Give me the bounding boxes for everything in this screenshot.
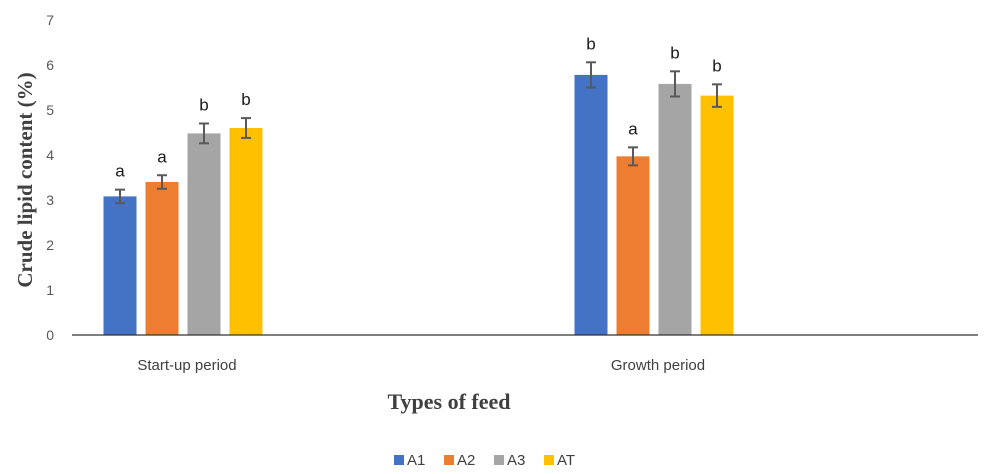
y-axis-title: Crude lipid content (%): [13, 72, 37, 287]
bar-a2: [145, 182, 179, 335]
error-bar: [241, 117, 251, 139]
legend-swatch: [494, 455, 504, 465]
legend-swatch: [444, 455, 454, 465]
x-axis-title: Types of feed: [387, 389, 510, 414]
y-tick-label: 6: [46, 57, 54, 73]
significance-letter: b: [586, 34, 595, 53]
legend-label: A1: [407, 452, 425, 469]
y-tick-label: 3: [46, 192, 54, 208]
legend-item-a3: A3: [494, 452, 525, 469]
legend-label: A2: [457, 452, 475, 469]
error-bar: [199, 122, 209, 145]
y-tick-label: 1: [46, 282, 54, 298]
y-tick-label: 4: [46, 147, 54, 163]
error-bar: [586, 61, 596, 89]
significance-letter: a: [115, 162, 125, 181]
category-label: Start-up period: [137, 357, 236, 374]
significance-letter: b: [241, 90, 250, 109]
bars: [103, 74, 734, 336]
bar-a2: [616, 156, 650, 335]
significance-letter: a: [628, 119, 638, 138]
bar-a1: [574, 74, 608, 336]
legend-swatch: [544, 455, 554, 465]
error-bars: [115, 61, 722, 205]
legend-label: A3: [507, 452, 525, 469]
error-bar: [628, 146, 638, 167]
error-bar: [670, 70, 680, 98]
significance-letter: b: [712, 56, 721, 75]
bar-at: [700, 95, 734, 335]
y-tick-label: 2: [46, 237, 54, 253]
bar-a1: [103, 196, 137, 335]
bar-a3: [187, 133, 221, 335]
bar-at: [229, 128, 263, 335]
category-label: Growth period: [611, 357, 705, 374]
legend: A1 A2 A3 AT: [394, 452, 575, 469]
bar-a3: [658, 83, 692, 336]
legend-item-a2: A2: [444, 452, 475, 469]
y-tick-label: 5: [46, 102, 54, 118]
significance-labels: a b a a b b b b: [115, 34, 721, 180]
legend-swatch: [394, 455, 404, 465]
error-bar: [157, 174, 167, 190]
legend-item-a1: A1: [394, 452, 425, 469]
y-axis-ticks: 0 1 2 3 4 5 6 7: [46, 12, 54, 343]
significance-letter: b: [670, 43, 679, 62]
significance-letter: b: [199, 96, 208, 115]
error-bar: [115, 188, 125, 205]
error-bar: [712, 83, 722, 108]
legend-label: AT: [557, 452, 575, 469]
y-tick-label: 0: [46, 327, 54, 343]
y-tick-label: 7: [46, 12, 54, 28]
legend-item-at: AT: [544, 452, 575, 469]
category-labels: Start-up period Growth period: [137, 357, 705, 374]
significance-letter: a: [157, 147, 167, 166]
